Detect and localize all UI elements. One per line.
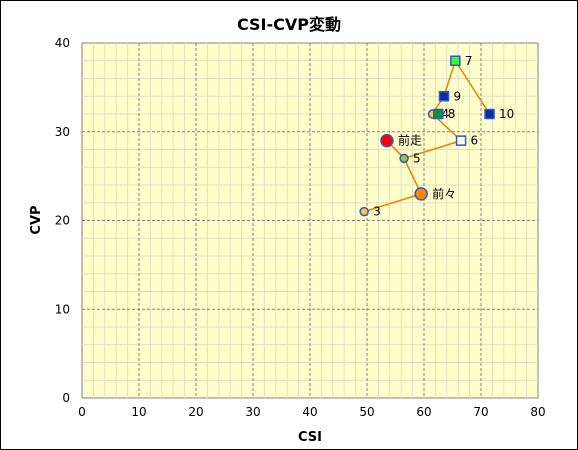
x-tick-label: 0 (78, 405, 86, 419)
y-tick-label: 0 (62, 391, 70, 405)
y-tick-label: 20 (55, 214, 70, 228)
data-point-marker (438, 91, 450, 102)
chart-title: CSI-CVP変動 (237, 15, 341, 34)
data-point-marker (433, 108, 444, 120)
grid-lines (82, 43, 538, 398)
data-point-marker (450, 55, 461, 66)
trajectory-segment (454, 60, 491, 115)
x-axis-label: CSI (298, 430, 322, 445)
x-tick-label: 60 (416, 405, 431, 419)
data-point-label: 4 (442, 107, 450, 121)
x-tick-label: 20 (188, 405, 203, 419)
x-tick-label: 40 (302, 405, 317, 419)
data-point-marker (455, 135, 467, 146)
data-point-label: 前走 (398, 133, 422, 148)
x-tick-label: 50 (359, 405, 374, 419)
data-point-label: 7 (465, 54, 473, 68)
data-point-marker (359, 206, 369, 217)
y-tick-labels: 0 10 20 30 40 (55, 36, 70, 405)
data-points: 3 前々 前走 5 6 48 9 7 10 (359, 54, 514, 219)
data-point-marker (414, 187, 428, 201)
data-point-label: 10 (499, 107, 514, 121)
y-tick-label: 30 (55, 125, 70, 139)
x-tick-label: 70 (473, 405, 488, 419)
trajectory-segment (363, 193, 422, 213)
data-point-marker (484, 108, 495, 120)
x-tick-label: 10 (131, 405, 146, 419)
y-tick-label: 10 (55, 302, 70, 316)
y-axis-label: CVP (29, 205, 44, 234)
data-point-label: 6 (471, 134, 479, 148)
trajectory-segment (443, 60, 457, 97)
data-point-label: 3 (373, 205, 381, 219)
trajectory-segment (403, 139, 462, 160)
data-point-label: 前々 (432, 186, 456, 201)
data-point-label: 5 (413, 151, 421, 165)
data-point-marker (380, 133, 394, 148)
data-point-label: 9 (453, 89, 461, 103)
x-tick-labels: 0 10 20 30 40 50 60 70 80 (78, 405, 545, 419)
x-tick-label: 30 (245, 405, 260, 419)
data-point-label: 8 (448, 107, 456, 121)
x-tick-label: 80 (530, 405, 545, 419)
data-point-marker (399, 153, 409, 164)
y-tick-label: 40 (55, 36, 70, 50)
